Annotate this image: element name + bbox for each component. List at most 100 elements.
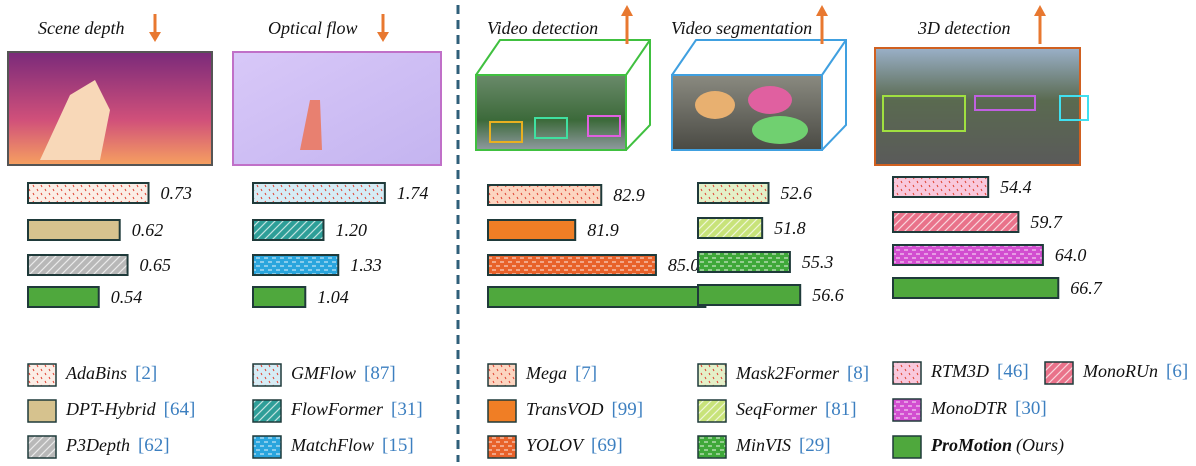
legend-entry: SeqFormer [81] — [736, 399, 857, 420]
bar — [697, 284, 802, 306]
legend-entry: Mask2Former [8] — [735, 363, 869, 384]
value-label: 64.0 — [1055, 245, 1087, 265]
bar — [892, 176, 990, 198]
legend-swatch — [27, 435, 57, 459]
legend-entry: YOLOV [69] — [526, 435, 623, 456]
legend-ref: [30] — [1015, 398, 1047, 419]
legend-entry: ProMotion (Ours) — [930, 435, 1064, 456]
legend-entry: MonoDTR [30] — [930, 398, 1047, 419]
bar — [697, 182, 770, 204]
legend-entry: MatchFlow [15] — [290, 435, 414, 456]
legend-ref: [46] — [997, 361, 1029, 382]
legend-ref: [87] — [364, 363, 396, 384]
legend-name: MonoDTR — [930, 398, 1007, 418]
legend-ref: [31] — [391, 399, 423, 420]
panel-title: Video segmentation — [671, 18, 812, 38]
legend-ref: [81] — [825, 399, 857, 420]
legend-swatch — [697, 363, 727, 387]
value-label: 1.20 — [335, 220, 367, 240]
legend-name: Mega — [525, 363, 567, 383]
legend-swatch — [27, 399, 57, 423]
legend-name: MinVIS — [735, 435, 791, 455]
value-label: 81.9 — [587, 220, 619, 240]
legend-swatch — [697, 399, 727, 423]
legend-swatch — [252, 399, 282, 423]
legend-entry: AdaBins [2] — [65, 363, 157, 384]
bar — [27, 286, 100, 308]
images — [7, 39, 1089, 166]
bar — [252, 254, 340, 276]
legend-swatch — [1044, 361, 1074, 385]
bar — [27, 219, 121, 241]
value-label: 1.74 — [397, 183, 429, 203]
legend-entry: TransVOD [99] — [526, 399, 643, 420]
panel-title: 3D detection — [917, 18, 1010, 38]
legend-swatch — [892, 361, 922, 385]
value-label: 66.7 — [1070, 278, 1103, 298]
legend-suffix: (Ours) — [1016, 435, 1064, 456]
legend-swatch — [252, 435, 282, 459]
panel-title: Video detection — [487, 18, 598, 38]
panel-title: Scene depth — [38, 18, 124, 38]
legend-name: DPT-Hybrid — [65, 399, 157, 419]
legend-entry: GMFlow [87] — [291, 363, 396, 384]
legend-entry: RTM3D [46] — [930, 361, 1029, 382]
bar — [892, 211, 1020, 233]
value-label: 85.0 — [668, 255, 700, 275]
legend-entry: MonoRUn [6] — [1082, 361, 1188, 382]
legend-name: MatchFlow — [290, 435, 374, 455]
legend-ref: [15] — [382, 435, 414, 456]
value-label: 0.54 — [111, 287, 142, 307]
legend-name: FlowFormer — [290, 399, 384, 419]
value-label: 59.7 — [1030, 212, 1063, 232]
legend-name: AdaBins — [65, 363, 127, 383]
value-label: 1.04 — [317, 287, 349, 307]
legend-entry: MinVIS [29] — [735, 435, 831, 456]
legend-ref: [99] — [611, 399, 643, 420]
legend-ref: [6] — [1166, 361, 1188, 382]
legend-entry: P3Depth [62] — [65, 435, 170, 456]
value-label: 52.6 — [781, 183, 813, 203]
legend-ref: [8] — [847, 363, 869, 384]
legend-swatch — [27, 363, 57, 387]
bar — [697, 251, 791, 273]
bar — [27, 182, 150, 204]
value-label: 56.6 — [812, 285, 844, 305]
legend-swatch — [487, 363, 517, 387]
legend-swatch — [487, 435, 517, 459]
value-label: 1.33 — [350, 255, 382, 275]
legend-name: ProMotion — [930, 435, 1012, 455]
legend-name: RTM3D — [930, 361, 989, 381]
legend-name: YOLOV — [526, 435, 585, 455]
legend-swatch — [487, 399, 517, 423]
legend-name: MonoRUn — [1082, 361, 1158, 381]
bar — [487, 286, 707, 308]
value-label: 0.73 — [161, 183, 193, 203]
legend-name: SeqFormer — [736, 399, 818, 419]
legend-entry: FlowFormer [31] — [290, 399, 423, 420]
legend-name: Mask2Former — [735, 363, 840, 383]
legend-ref: [62] — [138, 435, 170, 456]
legend-name: TransVOD — [526, 399, 603, 419]
bar — [252, 219, 325, 241]
legend-ref: [7] — [575, 363, 597, 384]
legend-swatch — [892, 435, 922, 459]
legend-entry: Mega [7] — [525, 363, 597, 384]
bar — [27, 254, 129, 276]
panel-title: Optical flow — [268, 18, 358, 38]
bar — [252, 286, 307, 308]
bar — [252, 182, 386, 204]
value-label: 82.9 — [613, 185, 645, 205]
legend-ref: [64] — [164, 399, 196, 420]
bar — [487, 184, 603, 206]
value-label: 51.8 — [774, 218, 806, 238]
legend-ref: [69] — [591, 435, 623, 456]
bar — [487, 254, 657, 276]
bar — [697, 217, 764, 239]
bar — [487, 219, 577, 241]
arrows — [149, 5, 1046, 44]
bar — [892, 244, 1044, 266]
legend-swatch — [252, 363, 282, 387]
legend-ref: [29] — [799, 435, 831, 456]
